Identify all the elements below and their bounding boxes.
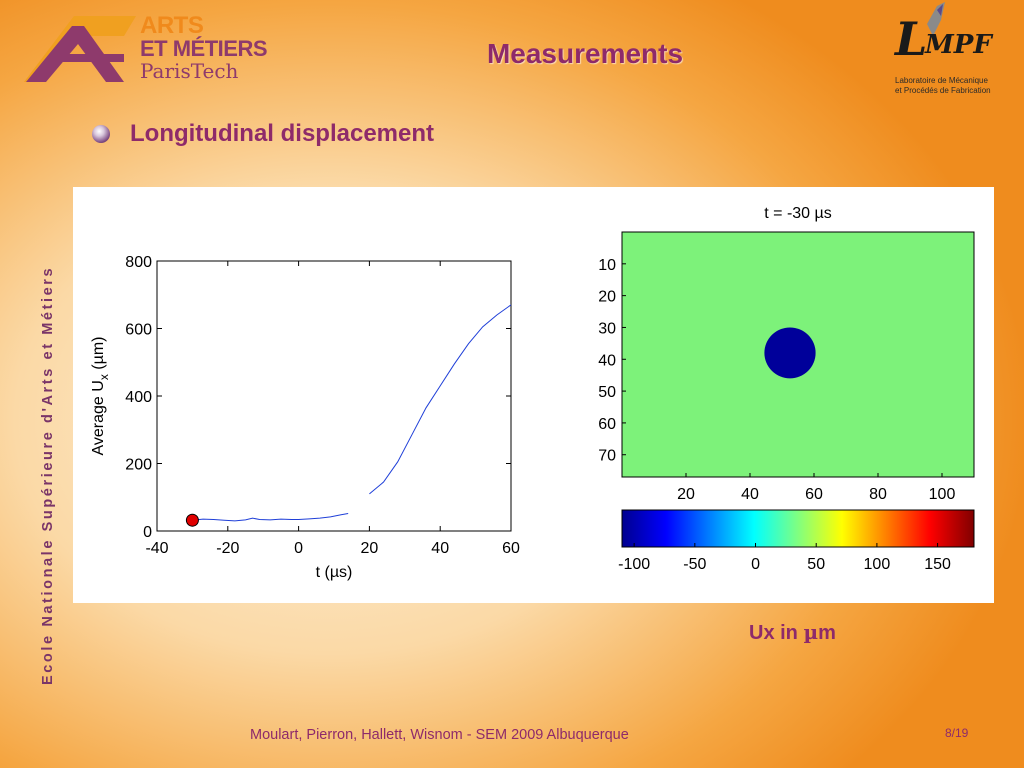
arts-et-metiers-wordmark: ARTS ET MÉTIERS ParisTech bbox=[140, 12, 268, 83]
arts-et-metiers-logo bbox=[24, 16, 136, 82]
logo-bar bbox=[54, 54, 124, 62]
lmpf-logo: L MPF Laboratoire de Mécanique et Procéd… bbox=[893, 0, 1018, 100]
page-number: 8/19 bbox=[945, 726, 969, 740]
colorbar-tick-label: 0 bbox=[751, 556, 760, 573]
figure-panel: -40 -20 0 20 40 60 0 200 400 600 800 t (µs) Average … bbox=[73, 187, 994, 603]
lmpf-emblem-icon bbox=[927, 2, 945, 36]
heatmap-y-tick-label: 50 bbox=[598, 384, 616, 401]
y-tick-label: 0 bbox=[143, 524, 152, 541]
heatmap-title: t = -30 µs bbox=[764, 205, 831, 222]
heatmap-x-tick-label: 100 bbox=[929, 486, 956, 503]
lmpf-subtitle: Laboratoire de Mécanique et Procédés de … bbox=[895, 76, 991, 96]
lmpf-subtitle-line2: et Procédés de Fabrication bbox=[895, 86, 991, 95]
bullet-icon bbox=[92, 125, 110, 143]
unit-label-suffix: m bbox=[818, 622, 836, 644]
x-tick-label: 20 bbox=[361, 540, 379, 557]
data-series-line-1 bbox=[192, 512, 349, 522]
current-time-marker bbox=[185, 513, 199, 527]
x-tick-label: 40 bbox=[431, 540, 449, 557]
colorbar-tick-label: 50 bbox=[807, 556, 825, 573]
bullet-text: Longitudinal displacement bbox=[130, 120, 435, 147]
x-axis-label: t (µs) bbox=[316, 564, 353, 581]
colorbar-tick-label: 100 bbox=[864, 556, 891, 573]
footer-citation: Moulart, Pierron, Hallett, Wisnom - SEM … bbox=[250, 727, 629, 743]
colorbar bbox=[621, 509, 975, 548]
logo-arts: ARTS bbox=[140, 12, 204, 39]
heatmap-x-tick-label: 20 bbox=[677, 486, 695, 503]
x-tick-label: -20 bbox=[216, 540, 239, 557]
y-tick-label: 600 bbox=[125, 322, 152, 339]
y-tick-label: 400 bbox=[125, 389, 152, 406]
x-tick-label: 60 bbox=[502, 540, 520, 557]
unit-label: Ux in µm bbox=[749, 620, 836, 645]
unit-label-prefix: Ux in bbox=[749, 622, 804, 644]
x-tick-label: -40 bbox=[145, 540, 168, 557]
y-axis-label: Average Ux (µm) bbox=[90, 337, 111, 456]
heatmap-x-tick-label: 80 bbox=[869, 486, 887, 503]
colorbar-tick-label: 150 bbox=[924, 556, 951, 573]
y-tick-label: 800 bbox=[125, 254, 152, 271]
x-tick-label: 0 bbox=[294, 540, 303, 557]
colorbar-tick-label: -50 bbox=[683, 556, 706, 573]
slide-title: Measurements bbox=[486, 38, 684, 69]
heatmap-y-tick-label: 70 bbox=[598, 448, 616, 465]
lmpf-letters-mpf: MPF bbox=[925, 30, 992, 60]
school-name-vertical: Ecole Nationale Supérieure d'Arts et Mét… bbox=[40, 265, 56, 685]
heatmap-x-tick-label: 40 bbox=[741, 486, 759, 503]
lmpf-letter-l: L bbox=[895, 12, 928, 66]
logo-et-metiers: ET MÉTIERS bbox=[140, 36, 268, 61]
heatmap-displacement-region bbox=[764, 327, 816, 379]
heatmap-x-tick-label: 60 bbox=[805, 486, 823, 503]
heatmap-y-tick-label: 30 bbox=[598, 320, 616, 337]
heatmap-y-tick-label: 20 bbox=[598, 289, 616, 306]
data-series-line-2 bbox=[369, 304, 512, 495]
colorbar-tick-label: -100 bbox=[618, 556, 650, 573]
heatmap-y-tick-label: 10 bbox=[598, 257, 616, 274]
heatmap-axes-box bbox=[621, 231, 975, 478]
logo-shape-purple bbox=[26, 26, 124, 82]
heatmap-y-tick-label: 60 bbox=[598, 416, 616, 433]
heatmap-y-tick-label: 40 bbox=[598, 352, 616, 369]
y-tick-label: 200 bbox=[125, 457, 152, 474]
line-chart-axes-box bbox=[156, 260, 512, 532]
logo-paristech: ParisTech bbox=[140, 59, 239, 83]
unit-label-mu: µ bbox=[803, 620, 819, 644]
lmpf-subtitle-line1: Laboratoire de Mécanique bbox=[895, 76, 988, 85]
